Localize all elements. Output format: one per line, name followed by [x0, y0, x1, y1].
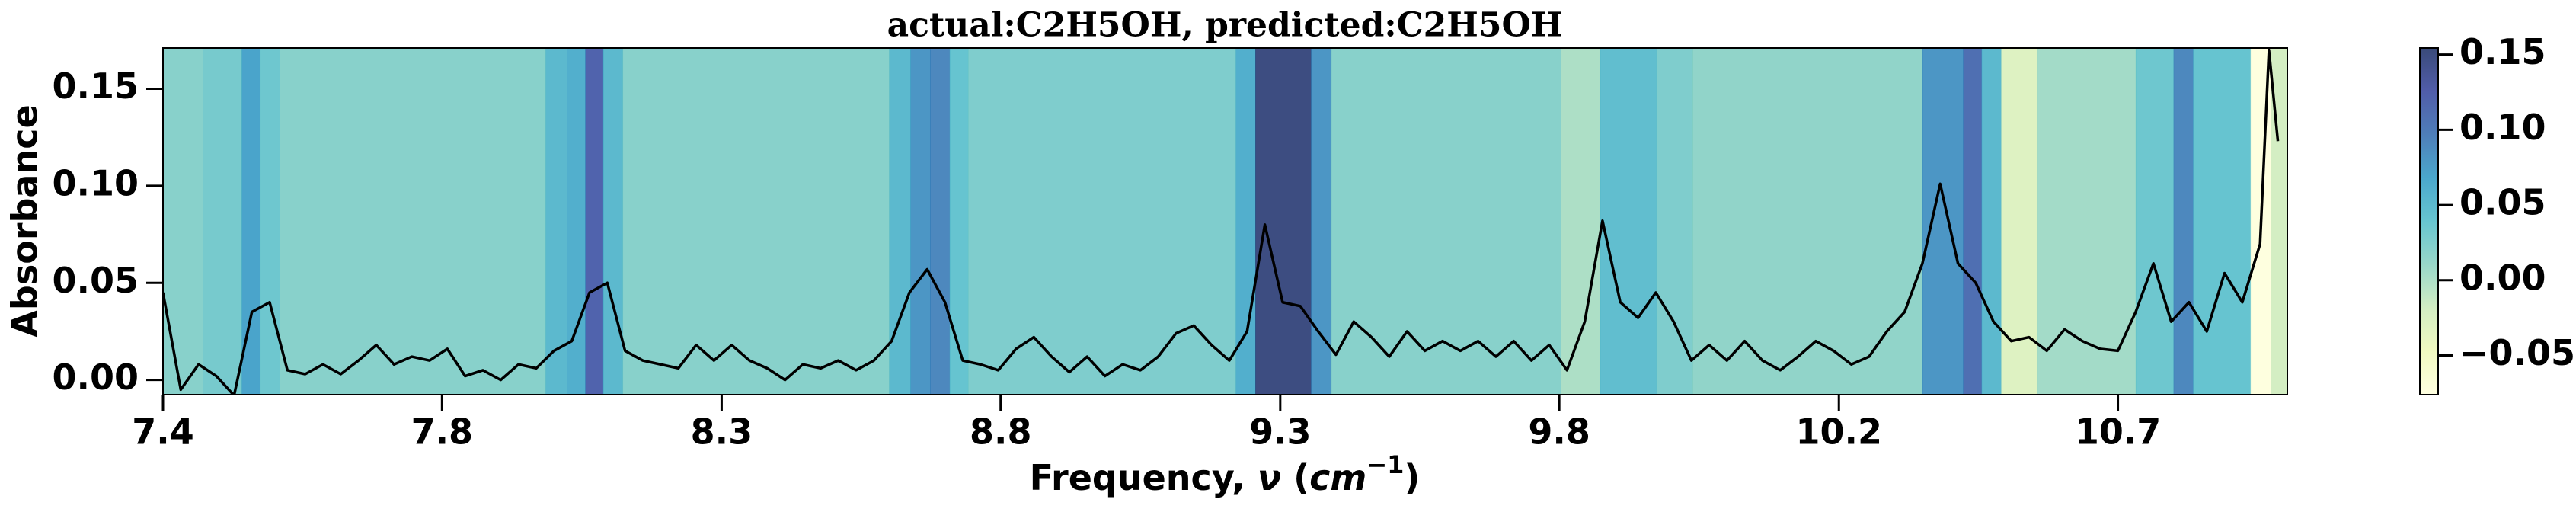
- heat-band: [2001, 48, 2038, 395]
- heat-band: [203, 48, 242, 395]
- colorbar-tick-label: 0.00: [2459, 257, 2546, 298]
- y-tick-label: 0.05: [53, 260, 139, 301]
- x-tick-label: 10.7: [2075, 411, 2162, 453]
- x-tick-label: 9.3: [1249, 411, 1312, 453]
- x-label-symbol: ν: [1258, 457, 1281, 498]
- y-tick-label: 0.15: [53, 66, 139, 107]
- heat-band: [622, 48, 890, 395]
- chart-title: actual:C2H5OH, predicted:C2H5OH: [887, 6, 1563, 45]
- heat-band: [567, 48, 586, 395]
- heat-band: [1311, 48, 1332, 395]
- x-tick-label: 10.2: [1795, 411, 1882, 453]
- heat-band: [545, 48, 567, 395]
- heat-band: [910, 48, 931, 395]
- heat-band: [1692, 48, 1923, 395]
- x-tick-label: 8.3: [691, 411, 753, 453]
- heat-band: [1963, 48, 1983, 395]
- x-tick-label: 7.4: [132, 411, 194, 453]
- y-axis-label: Absorbance: [5, 104, 46, 337]
- heat-band: [241, 48, 261, 395]
- heat-band: [2193, 48, 2252, 395]
- heat-band: [2173, 48, 2194, 395]
- heat-band: [585, 48, 604, 395]
- heat-band: [1235, 48, 1256, 395]
- plot-area: [163, 48, 2280, 395]
- heat-band: [1255, 48, 1312, 395]
- x-label-exponent: −1: [1366, 450, 1404, 479]
- x-axis-label: Frequency, ν (cm−1): [1030, 450, 1421, 498]
- x-tick-label: 7.8: [411, 411, 474, 453]
- heat-band: [1656, 48, 1693, 395]
- heat-band: [2271, 48, 2288, 395]
- y-tick-label: 0.10: [53, 162, 139, 203]
- colorbar-tick-label: 0.05: [2459, 182, 2546, 223]
- heat-band: [949, 48, 969, 395]
- heat-band: [889, 48, 912, 395]
- data-line: [163, 48, 2280, 395]
- heat-band: [602, 48, 624, 395]
- heat-band: [930, 48, 951, 395]
- heat-band: [2135, 48, 2175, 395]
- x-tick-label: 8.8: [970, 411, 1032, 453]
- heat-band: [2037, 48, 2137, 395]
- x-label-text: Frequency,: [1030, 457, 1258, 498]
- colorbar-tick-label: 0.10: [2459, 107, 2546, 148]
- heat-band: [260, 48, 280, 395]
- y-tick-label: 0.00: [53, 357, 139, 398]
- axes-frame: [162, 47, 2288, 395]
- colorbar-tick-label: −0.05: [2459, 332, 2575, 373]
- colorbar: [2419, 47, 2439, 395]
- heat-band: [1561, 48, 1601, 395]
- heat-band: [1981, 48, 2002, 395]
- x-label-text: ): [1404, 457, 1420, 498]
- heat-band: [967, 48, 1236, 395]
- heatmap: [163, 48, 2288, 395]
- heat-band: [163, 48, 203, 395]
- x-tick-label: 9.8: [1528, 411, 1590, 453]
- heat-band: [280, 48, 546, 395]
- x-label-unit: cm: [1309, 457, 1366, 498]
- heat-band: [1600, 48, 1657, 395]
- heat-band: [1922, 48, 1964, 395]
- colorbar-tick-label: 0.15: [2459, 31, 2546, 72]
- x-label-text: (: [1281, 457, 1309, 498]
